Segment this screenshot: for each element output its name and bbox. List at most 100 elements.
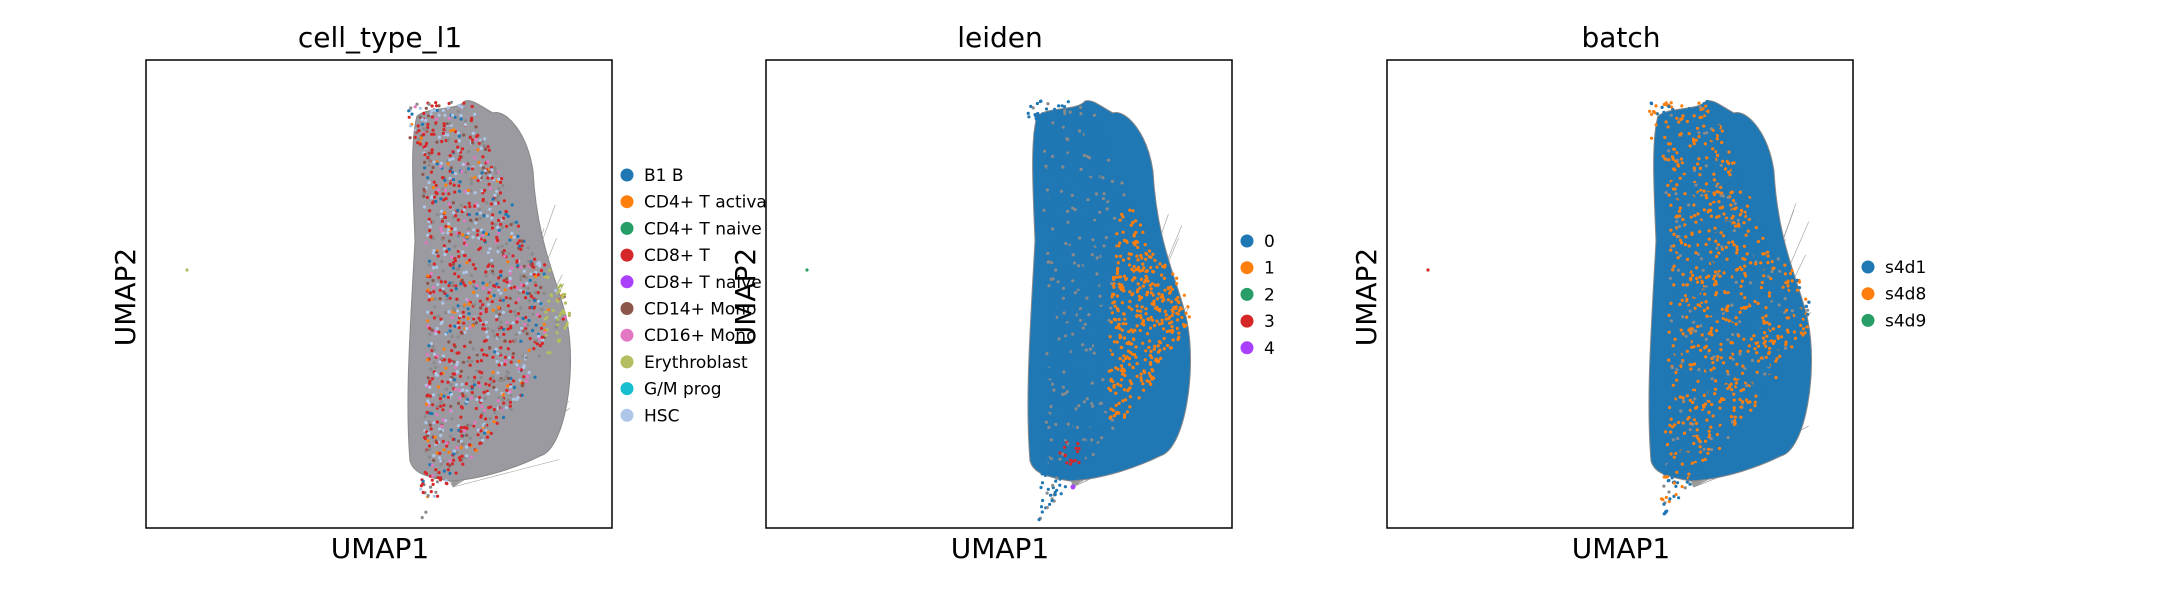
cell-point [459, 405, 464, 409]
cell-point [1795, 278, 1799, 282]
cell-point [497, 187, 501, 191]
cell-point [456, 208, 460, 212]
cell-point [1744, 330, 1748, 334]
cell-point [1711, 147, 1715, 151]
cell-point [1136, 288, 1140, 292]
cell-point [1762, 321, 1766, 325]
cell-point [459, 369, 463, 373]
cell-point [1740, 267, 1744, 272]
cell-point [1052, 292, 1056, 296]
cell-point [1090, 253, 1094, 257]
cell-point [485, 214, 489, 218]
cell-point [1679, 364, 1683, 368]
cell-point [451, 178, 456, 182]
cell-point [428, 379, 432, 383]
cell-point [1057, 104, 1061, 108]
cell-point [1067, 227, 1071, 231]
cell-point [1096, 380, 1100, 384]
cell-point [1060, 250, 1065, 254]
cell-point [452, 449, 456, 453]
cell-point [439, 226, 443, 230]
cell-point [1056, 280, 1060, 284]
cell-point [1055, 315, 1059, 319]
cell-point [1042, 149, 1047, 153]
cell-point [1754, 387, 1758, 391]
cell-point [493, 410, 497, 415]
cell-point [1088, 162, 1092, 167]
cell-point [527, 318, 531, 323]
cell-point [517, 367, 521, 371]
cell-point [1132, 337, 1136, 341]
cell-point [509, 223, 513, 227]
cell-point [1807, 300, 1811, 304]
cell-point [1128, 208, 1132, 212]
cell-point [448, 154, 452, 158]
legend-item: B1 B [620, 166, 684, 186]
cell-point [1680, 360, 1684, 364]
cell-point [460, 434, 464, 438]
cell-point [1720, 225, 1724, 229]
cell-point [1041, 498, 1045, 503]
cell-point [460, 382, 464, 386]
cell-point [1155, 297, 1160, 301]
cell-point [435, 250, 439, 254]
cell-point [1131, 292, 1135, 296]
cell-point [1051, 187, 1056, 191]
cell-point [1769, 339, 1773, 343]
cell-point [1055, 212, 1059, 217]
cell-point [1766, 288, 1771, 292]
cell-point [438, 297, 442, 301]
cell-point [501, 216, 506, 220]
cell-point [1697, 357, 1701, 361]
cell-point [441, 187, 445, 191]
panel-title: cell_type_l1 [298, 21, 462, 54]
legend-marker [620, 195, 634, 209]
cell-point [531, 312, 535, 316]
cell-point [533, 257, 537, 261]
cell-point [415, 102, 419, 106]
cell-point [480, 234, 485, 238]
cell-point [1714, 239, 1718, 243]
cell-point [1088, 347, 1092, 351]
cell-point [1142, 280, 1147, 284]
cell-point [1699, 186, 1703, 190]
cell-point [1714, 346, 1718, 350]
cell-point [567, 313, 572, 318]
cell-point [1098, 294, 1102, 298]
cell-point [1698, 445, 1702, 449]
cell-point [1148, 374, 1152, 378]
cell-point [432, 421, 436, 425]
cell-point [1718, 400, 1722, 404]
cell-point [1067, 241, 1071, 245]
cell-point [1710, 374, 1714, 378]
cell-point [484, 147, 488, 151]
cell-point [1062, 370, 1066, 374]
cell-point [492, 293, 496, 298]
cell-point [1728, 356, 1733, 360]
cell-point [533, 298, 537, 303]
cell-point [1704, 193, 1708, 197]
cell-point [1685, 420, 1689, 424]
cell-point [430, 148, 434, 152]
cell-point [1687, 132, 1691, 136]
cell-point [457, 184, 461, 188]
cell-point [1081, 343, 1085, 347]
cell-point [438, 451, 442, 455]
cell-point [1749, 261, 1753, 265]
cell-point [413, 135, 417, 139]
cell-point [1035, 101, 1039, 106]
cell-point [1057, 470, 1061, 474]
cell-point [1092, 247, 1096, 251]
cell-point [1797, 280, 1802, 284]
cell-point [1101, 378, 1105, 382]
cell-point [1105, 216, 1109, 220]
cell-point [1678, 206, 1682, 210]
cell-point [1047, 223, 1051, 227]
cell-point [475, 397, 479, 402]
cell-point [1127, 357, 1132, 361]
cell-point [1092, 317, 1096, 321]
cell-point [1177, 331, 1181, 335]
cell-point [1098, 349, 1102, 353]
cell-point [1046, 148, 1050, 152]
cell-point [1039, 139, 1043, 143]
